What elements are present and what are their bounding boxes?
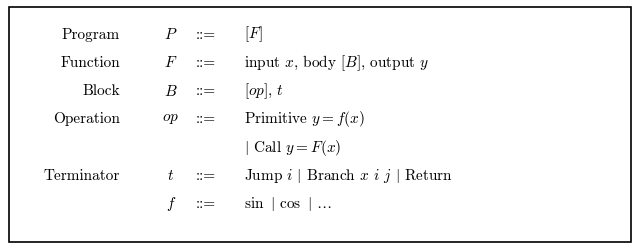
Text: $P$: $P$ bbox=[164, 27, 178, 42]
Text: ::=: ::= bbox=[196, 196, 216, 210]
Text: Operation: Operation bbox=[53, 112, 120, 126]
Text: $\sin$ $|$ $\cos$ $|$ $\ldots$: $\sin$ $|$ $\cos$ $|$ $\ldots$ bbox=[244, 194, 332, 212]
Text: ::=: ::= bbox=[196, 28, 216, 42]
Text: input $x$, body $[B]$, output $y$: input $x$, body $[B]$, output $y$ bbox=[244, 53, 429, 72]
Text: ::=: ::= bbox=[196, 84, 216, 98]
Text: ::=: ::= bbox=[196, 56, 216, 70]
Text: ::=: ::= bbox=[196, 112, 216, 126]
Text: $F$: $F$ bbox=[164, 55, 177, 70]
Text: Function: Function bbox=[60, 56, 120, 70]
Text: Jump $i$ $|$ Branch $x$ $i$ $j$ $|$ Return: Jump $i$ $|$ Branch $x$ $i$ $j$ $|$ Retu… bbox=[244, 166, 453, 184]
Text: Primitive $y = f(x)$: Primitive $y = f(x)$ bbox=[244, 109, 365, 129]
Text: Program: Program bbox=[62, 28, 120, 42]
Text: $|$ Call $y = F(x)$: $|$ Call $y = F(x)$ bbox=[244, 137, 341, 157]
Text: Terminator: Terminator bbox=[44, 168, 120, 182]
Text: $t$: $t$ bbox=[168, 168, 175, 182]
Text: $B$: $B$ bbox=[164, 83, 178, 98]
Text: Block: Block bbox=[83, 84, 120, 98]
Text: $[op]$, $t$: $[op]$, $t$ bbox=[244, 81, 284, 100]
Text: ::=: ::= bbox=[196, 168, 216, 182]
Text: $[F]$: $[F]$ bbox=[244, 25, 262, 44]
Text: $op$: $op$ bbox=[163, 112, 179, 126]
Text: $f$: $f$ bbox=[166, 194, 176, 212]
